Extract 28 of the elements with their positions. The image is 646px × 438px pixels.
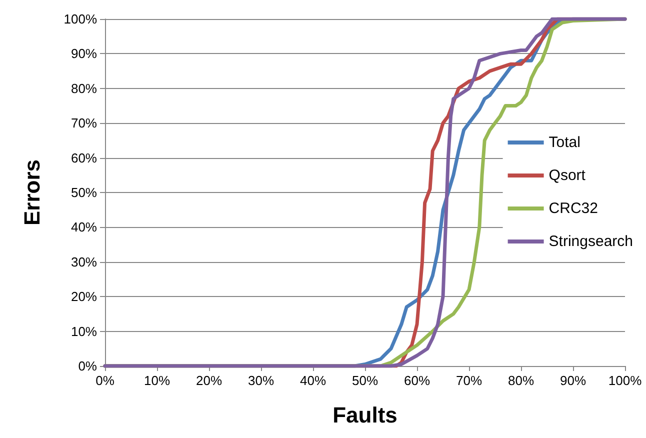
x-tick-label: 10%: [144, 373, 170, 388]
x-tick-label: 40%: [300, 373, 326, 388]
y-tick-label: 80%: [70, 80, 98, 96]
y-tick-label: 20%: [70, 289, 98, 304]
x-tick-label: 70%: [456, 373, 482, 388]
x-tick-label: 80%: [508, 373, 534, 388]
y-tick-label: 30%: [70, 254, 98, 270]
legend-label: Stringsearch: [548, 233, 634, 250]
y-tick-label: 40%: [70, 220, 98, 235]
x-tick-label: 100%: [608, 373, 642, 388]
y-tick-label: 10%: [70, 324, 98, 339]
x-axis-title: Faults: [332, 402, 398, 428]
y-tick-label: 70%: [70, 116, 98, 131]
x-tick-label: 20%: [196, 373, 222, 388]
x-tick-label: 30%: [248, 373, 274, 388]
legend-label: Qsort: [548, 167, 586, 184]
y-tick-label: 100%: [64, 12, 98, 26]
legend-label: CRC32: [548, 200, 598, 217]
y-tick-label: 60%: [70, 150, 98, 166]
x-tick-label: 0%: [96, 373, 115, 388]
y-tick-label: 90%: [70, 46, 98, 62]
legend-label: Total: [548, 134, 580, 151]
y-axis-title: Errors: [20, 159, 44, 226]
x-tick-label: 50%: [352, 373, 378, 388]
x-tick-label: 60%: [404, 373, 430, 388]
y-tick-label: 0%: [78, 358, 98, 374]
y-tick-label: 50%: [70, 185, 98, 200]
x-tick-label: 90%: [560, 373, 586, 388]
